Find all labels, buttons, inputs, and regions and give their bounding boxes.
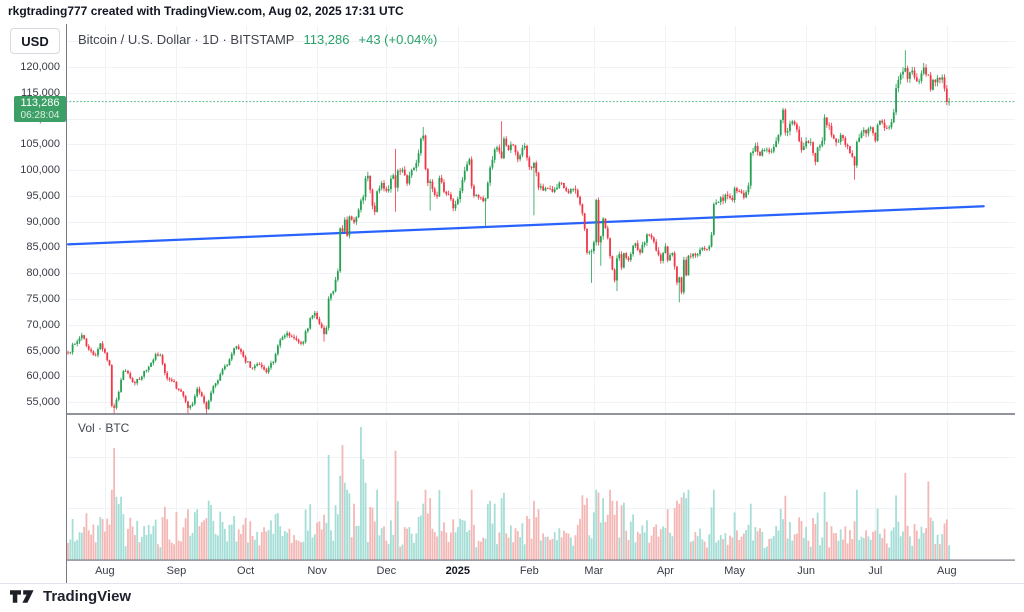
attribution-text: rkgtrading777 created with TradingView.c… [8,4,404,18]
legend: Bitcoin / U.S. Dollar · 1D · BITSTAMP 11… [78,32,437,47]
currency-button[interactable]: USD [10,28,60,54]
time-tick-label: Sep [166,565,187,577]
volume-pane[interactable] [66,417,1015,560]
time-tick-label: Mar [584,565,604,577]
time-tick-label: 2025 [445,565,471,577]
last-price-value: 113,286 [303,32,350,47]
price-tick-label: 60,000 [26,370,60,383]
time-tick-label: Oct [237,565,255,577]
badge-price: 113,286 [20,97,60,110]
time-tick-label: Apr [656,565,674,577]
price-tick-label: 100,000 [20,164,60,177]
price-axis[interactable] [0,56,66,583]
currency-label: USD [21,33,49,49]
time-tick-label: May [724,565,745,577]
price-tick-label: 70,000 [26,318,60,331]
time-tick-label: Aug [937,565,957,577]
last-price-badge: 113,286 06:28:04 [14,96,66,122]
time-tick-label: Nov [307,565,327,577]
tradingview-logo-icon [10,589,36,604]
price-tick-label: 95,000 [26,189,60,202]
price-tick-label: 55,000 [26,396,60,409]
price-pane[interactable] [66,26,1015,413]
volume-pane-label: Vol · BTC [78,421,130,435]
price-tick-label: 120,000 [20,60,60,73]
time-tick-label: Aug [95,565,115,577]
price-change-value: +43 (+0.04%) [358,32,438,47]
footer[interactable]: TradingView [10,588,131,605]
price-tick-label: 75,000 [26,293,60,306]
price-tick-label: 85,000 [26,241,60,254]
time-tick-label: Feb [519,565,539,577]
badge-countdown: 06:28:04 [20,109,60,121]
time-tick-label: Jul [868,565,883,577]
time-tick-label: Dec [376,565,397,577]
tradingview-brand-text: TradingView [43,588,132,605]
price-tick-label: 80,000 [26,267,60,280]
time-tick-label: Jun [797,565,815,577]
price-tick-label: 105,000 [20,138,60,151]
price-tick-label: 65,000 [26,344,60,357]
symbol-title[interactable]: Bitcoin / U.S. Dollar · 1D · BITSTAMP [78,32,295,47]
time-axis[interactable] [66,561,1015,583]
price-tick-label: 90,000 [26,215,60,228]
price-tick-label: 115,000 [21,86,60,99]
